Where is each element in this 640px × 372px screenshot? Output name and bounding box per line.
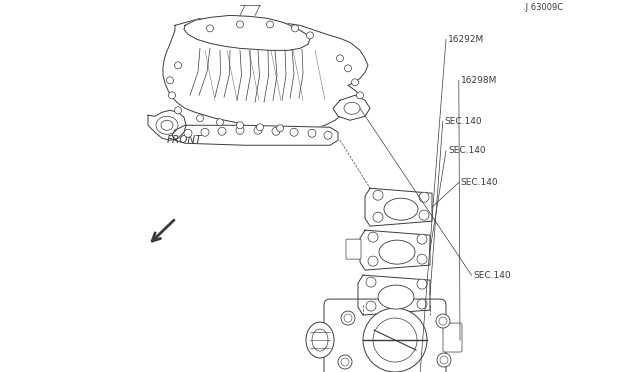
Circle shape (363, 308, 427, 372)
Circle shape (254, 126, 262, 134)
Ellipse shape (379, 240, 415, 264)
Polygon shape (148, 110, 186, 140)
Circle shape (324, 131, 332, 139)
Circle shape (290, 128, 298, 136)
Text: 16292M: 16292M (448, 35, 484, 44)
Circle shape (184, 129, 192, 137)
Circle shape (368, 256, 378, 266)
Circle shape (417, 254, 427, 264)
Circle shape (351, 79, 358, 86)
Circle shape (175, 62, 182, 69)
Circle shape (196, 115, 204, 122)
Text: 16298M: 16298M (461, 76, 497, 85)
Circle shape (237, 21, 243, 28)
Polygon shape (365, 188, 432, 226)
Circle shape (337, 55, 344, 62)
Circle shape (236, 126, 244, 134)
Circle shape (207, 25, 214, 32)
Circle shape (419, 210, 429, 220)
Circle shape (338, 355, 352, 369)
Circle shape (344, 65, 351, 72)
Circle shape (417, 279, 427, 289)
Polygon shape (163, 18, 368, 133)
Circle shape (436, 314, 450, 328)
Circle shape (168, 92, 175, 99)
Circle shape (366, 277, 376, 287)
Circle shape (366, 301, 376, 311)
FancyBboxPatch shape (324, 299, 446, 372)
Circle shape (218, 127, 226, 135)
Circle shape (437, 353, 451, 367)
Circle shape (257, 124, 264, 131)
Circle shape (373, 190, 383, 200)
FancyBboxPatch shape (443, 323, 462, 352)
Circle shape (237, 122, 243, 129)
Text: SEC.140: SEC.140 (448, 147, 486, 155)
Circle shape (417, 234, 427, 244)
Circle shape (266, 21, 273, 28)
Circle shape (276, 125, 284, 132)
Ellipse shape (384, 198, 418, 220)
Text: FRONT: FRONT (166, 135, 202, 145)
Circle shape (201, 128, 209, 136)
Ellipse shape (378, 285, 414, 309)
Polygon shape (358, 275, 430, 315)
Circle shape (308, 129, 316, 137)
Circle shape (166, 77, 173, 84)
Circle shape (341, 311, 355, 325)
FancyBboxPatch shape (346, 239, 361, 259)
Polygon shape (184, 15, 310, 50)
Ellipse shape (306, 322, 334, 358)
Text: SEC.140: SEC.140 (461, 178, 499, 187)
Circle shape (368, 232, 378, 242)
Text: SEC.140: SEC.140 (474, 271, 511, 280)
Circle shape (419, 192, 429, 202)
Circle shape (216, 119, 223, 126)
Circle shape (175, 107, 182, 114)
Circle shape (291, 25, 298, 32)
Text: SEC.140: SEC.140 (445, 117, 483, 126)
Circle shape (272, 127, 280, 135)
Text: .J 63009C: .J 63009C (523, 3, 563, 12)
Circle shape (307, 32, 314, 39)
Circle shape (356, 92, 364, 99)
Circle shape (373, 212, 383, 222)
Ellipse shape (344, 102, 360, 114)
Polygon shape (360, 230, 430, 270)
Polygon shape (172, 125, 338, 145)
Circle shape (417, 299, 427, 309)
Polygon shape (333, 95, 370, 120)
